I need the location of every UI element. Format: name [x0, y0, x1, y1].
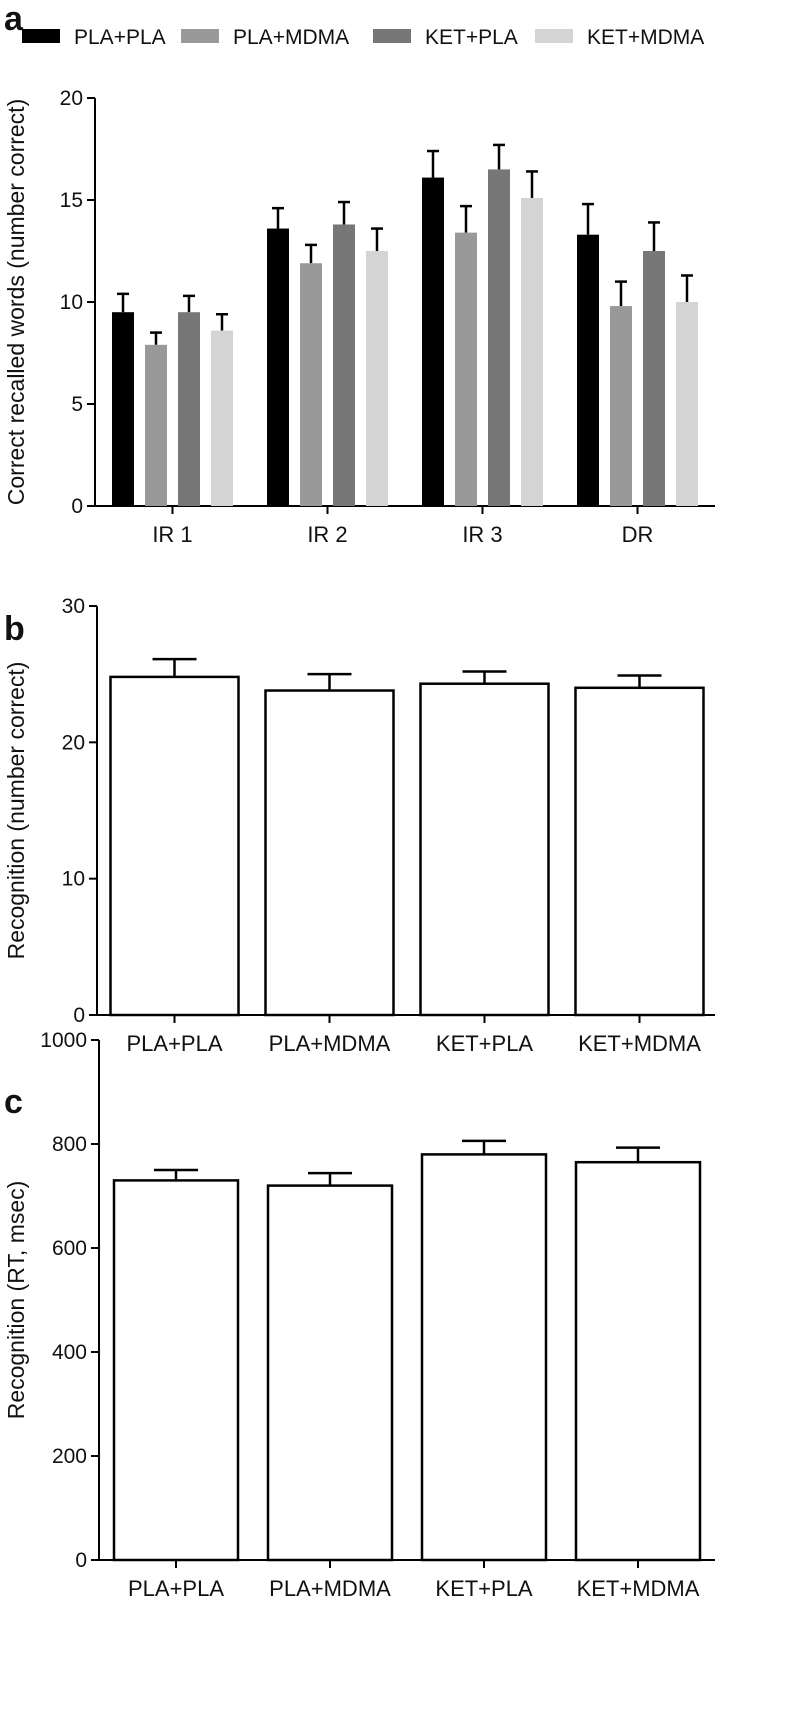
x-category-label: PLA+MDMA [269, 1031, 391, 1056]
y-tick-label: 0 [75, 1549, 87, 1572]
y-tick-label: 15 [60, 189, 83, 212]
panel-c-letter: c [4, 1083, 23, 1121]
bar [643, 251, 665, 506]
x-category-label: KET+MDMA [577, 1576, 700, 1601]
y-tick-label: 400 [52, 1341, 87, 1364]
bar [145, 344, 167, 506]
bar [264, 689, 395, 1017]
y-axis-title: Correct recalled words (number correct) [3, 99, 29, 505]
bar [419, 682, 550, 1017]
y-tick-label: 20 [62, 731, 85, 754]
x-category-label: KET+MDMA [578, 1031, 701, 1056]
bar [420, 1153, 548, 1562]
y-tick-label: 200 [52, 1445, 87, 1468]
chart-panel-c: 0 200 400 600 800 1000 Recognition (RT, msec) P… [3, 1029, 715, 1601]
y-tick-label: 0 [71, 495, 83, 518]
chart-panel-a: 0 5 10 15 20 Correct recalled words (number c… [3, 87, 715, 547]
bar [267, 228, 289, 506]
y-tick-label: 10 [62, 868, 85, 891]
x-category-label: KET+PLA [436, 1031, 534, 1056]
bar [178, 312, 200, 506]
panel-b-letter: b [4, 610, 25, 648]
legend-label: PLA+MDMA [233, 26, 349, 49]
legend-label: PLA+PLA [74, 26, 166, 49]
x-category-label: PLA+PLA [128, 1576, 224, 1601]
bar [574, 686, 705, 1017]
legend-swatch [181, 29, 219, 43]
y-tick-label: 20 [60, 87, 83, 110]
y-axis-title: Recognition (number correct) [3, 662, 29, 960]
panel-a-letter: a [4, 0, 24, 38]
x-category-label: IR 1 [152, 522, 192, 547]
bar [366, 251, 388, 506]
y-tick-label: 30 [62, 595, 85, 618]
legend-swatch [535, 29, 573, 43]
bar [300, 263, 322, 506]
x-category-label: PLA+PLA [126, 1031, 222, 1056]
bar [488, 169, 510, 506]
bar [112, 312, 134, 506]
x-category-label: PLA+MDMA [269, 1576, 391, 1601]
bar [211, 330, 233, 506]
bar [610, 306, 632, 506]
legend-swatch [22, 29, 60, 43]
legend-label: KET+PLA [425, 26, 518, 49]
y-tick-label: 10 [60, 291, 83, 314]
legend-label: KET+MDMA [587, 26, 704, 49]
bar [112, 1179, 240, 1562]
y-tick-label: 800 [52, 1133, 87, 1156]
y-tick-label: 5 [71, 393, 83, 416]
legend-swatch [373, 29, 411, 43]
y-tick-label: 1000 [40, 1029, 87, 1052]
bar [455, 232, 477, 506]
bar [577, 234, 599, 506]
bar [333, 224, 355, 507]
chart-panel-b: 0 10 20 30 Recognition (number correct) PLA+P… [3, 595, 715, 1056]
x-category-label: KET+PLA [435, 1576, 533, 1601]
bar [676, 302, 698, 506]
x-category-label: DR [622, 522, 654, 547]
x-category-label: IR 3 [462, 522, 502, 547]
bar [521, 197, 543, 506]
bar [574, 1160, 702, 1562]
y-axis-title: Recognition (RT, msec) [3, 1181, 29, 1420]
bar [109, 675, 240, 1017]
x-category-label: IR 2 [307, 522, 347, 547]
y-tick-label: 0 [73, 1004, 85, 1027]
y-tick-label: 600 [52, 1237, 87, 1260]
bar [266, 1184, 394, 1562]
bar [422, 177, 444, 506]
legend: PLA+PLA PLA+MDMA KET+PLA KET+MDMA [22, 26, 704, 49]
